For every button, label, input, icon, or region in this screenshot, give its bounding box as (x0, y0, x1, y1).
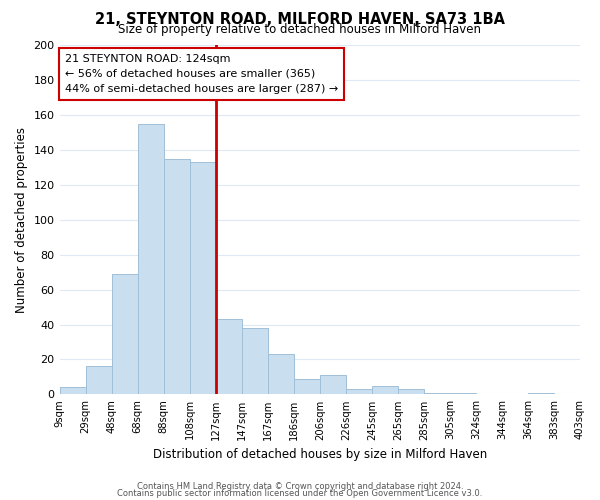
Bar (346, 389, 372, 394)
Bar (424, 392, 450, 394)
Bar (86, 366, 112, 394)
Bar (372, 386, 398, 394)
Text: Contains public sector information licensed under the Open Government Licence v3: Contains public sector information licen… (118, 489, 482, 498)
Bar (112, 274, 137, 394)
Bar (190, 162, 215, 394)
Bar (137, 124, 164, 394)
Bar (398, 389, 424, 394)
Bar (215, 320, 242, 394)
Text: Contains HM Land Registry data © Crown copyright and database right 2024.: Contains HM Land Registry data © Crown c… (137, 482, 463, 491)
Text: Size of property relative to detached houses in Milford Haven: Size of property relative to detached ho… (119, 23, 482, 36)
Y-axis label: Number of detached properties: Number of detached properties (15, 126, 28, 312)
Text: 21 STEYNTON ROAD: 124sqm
← 56% of detached houses are smaller (365)
44% of semi-: 21 STEYNTON ROAD: 124sqm ← 56% of detach… (65, 54, 338, 94)
Bar (320, 375, 346, 394)
Bar (242, 328, 268, 394)
Text: 21, STEYNTON ROAD, MILFORD HAVEN, SA73 1BA: 21, STEYNTON ROAD, MILFORD HAVEN, SA73 1… (95, 12, 505, 26)
Bar (59, 388, 86, 394)
Bar (268, 354, 294, 395)
Bar (294, 378, 320, 394)
Bar (528, 392, 554, 394)
X-axis label: Distribution of detached houses by size in Milford Haven: Distribution of detached houses by size … (152, 448, 487, 461)
Bar (164, 158, 190, 394)
Bar (450, 392, 476, 394)
